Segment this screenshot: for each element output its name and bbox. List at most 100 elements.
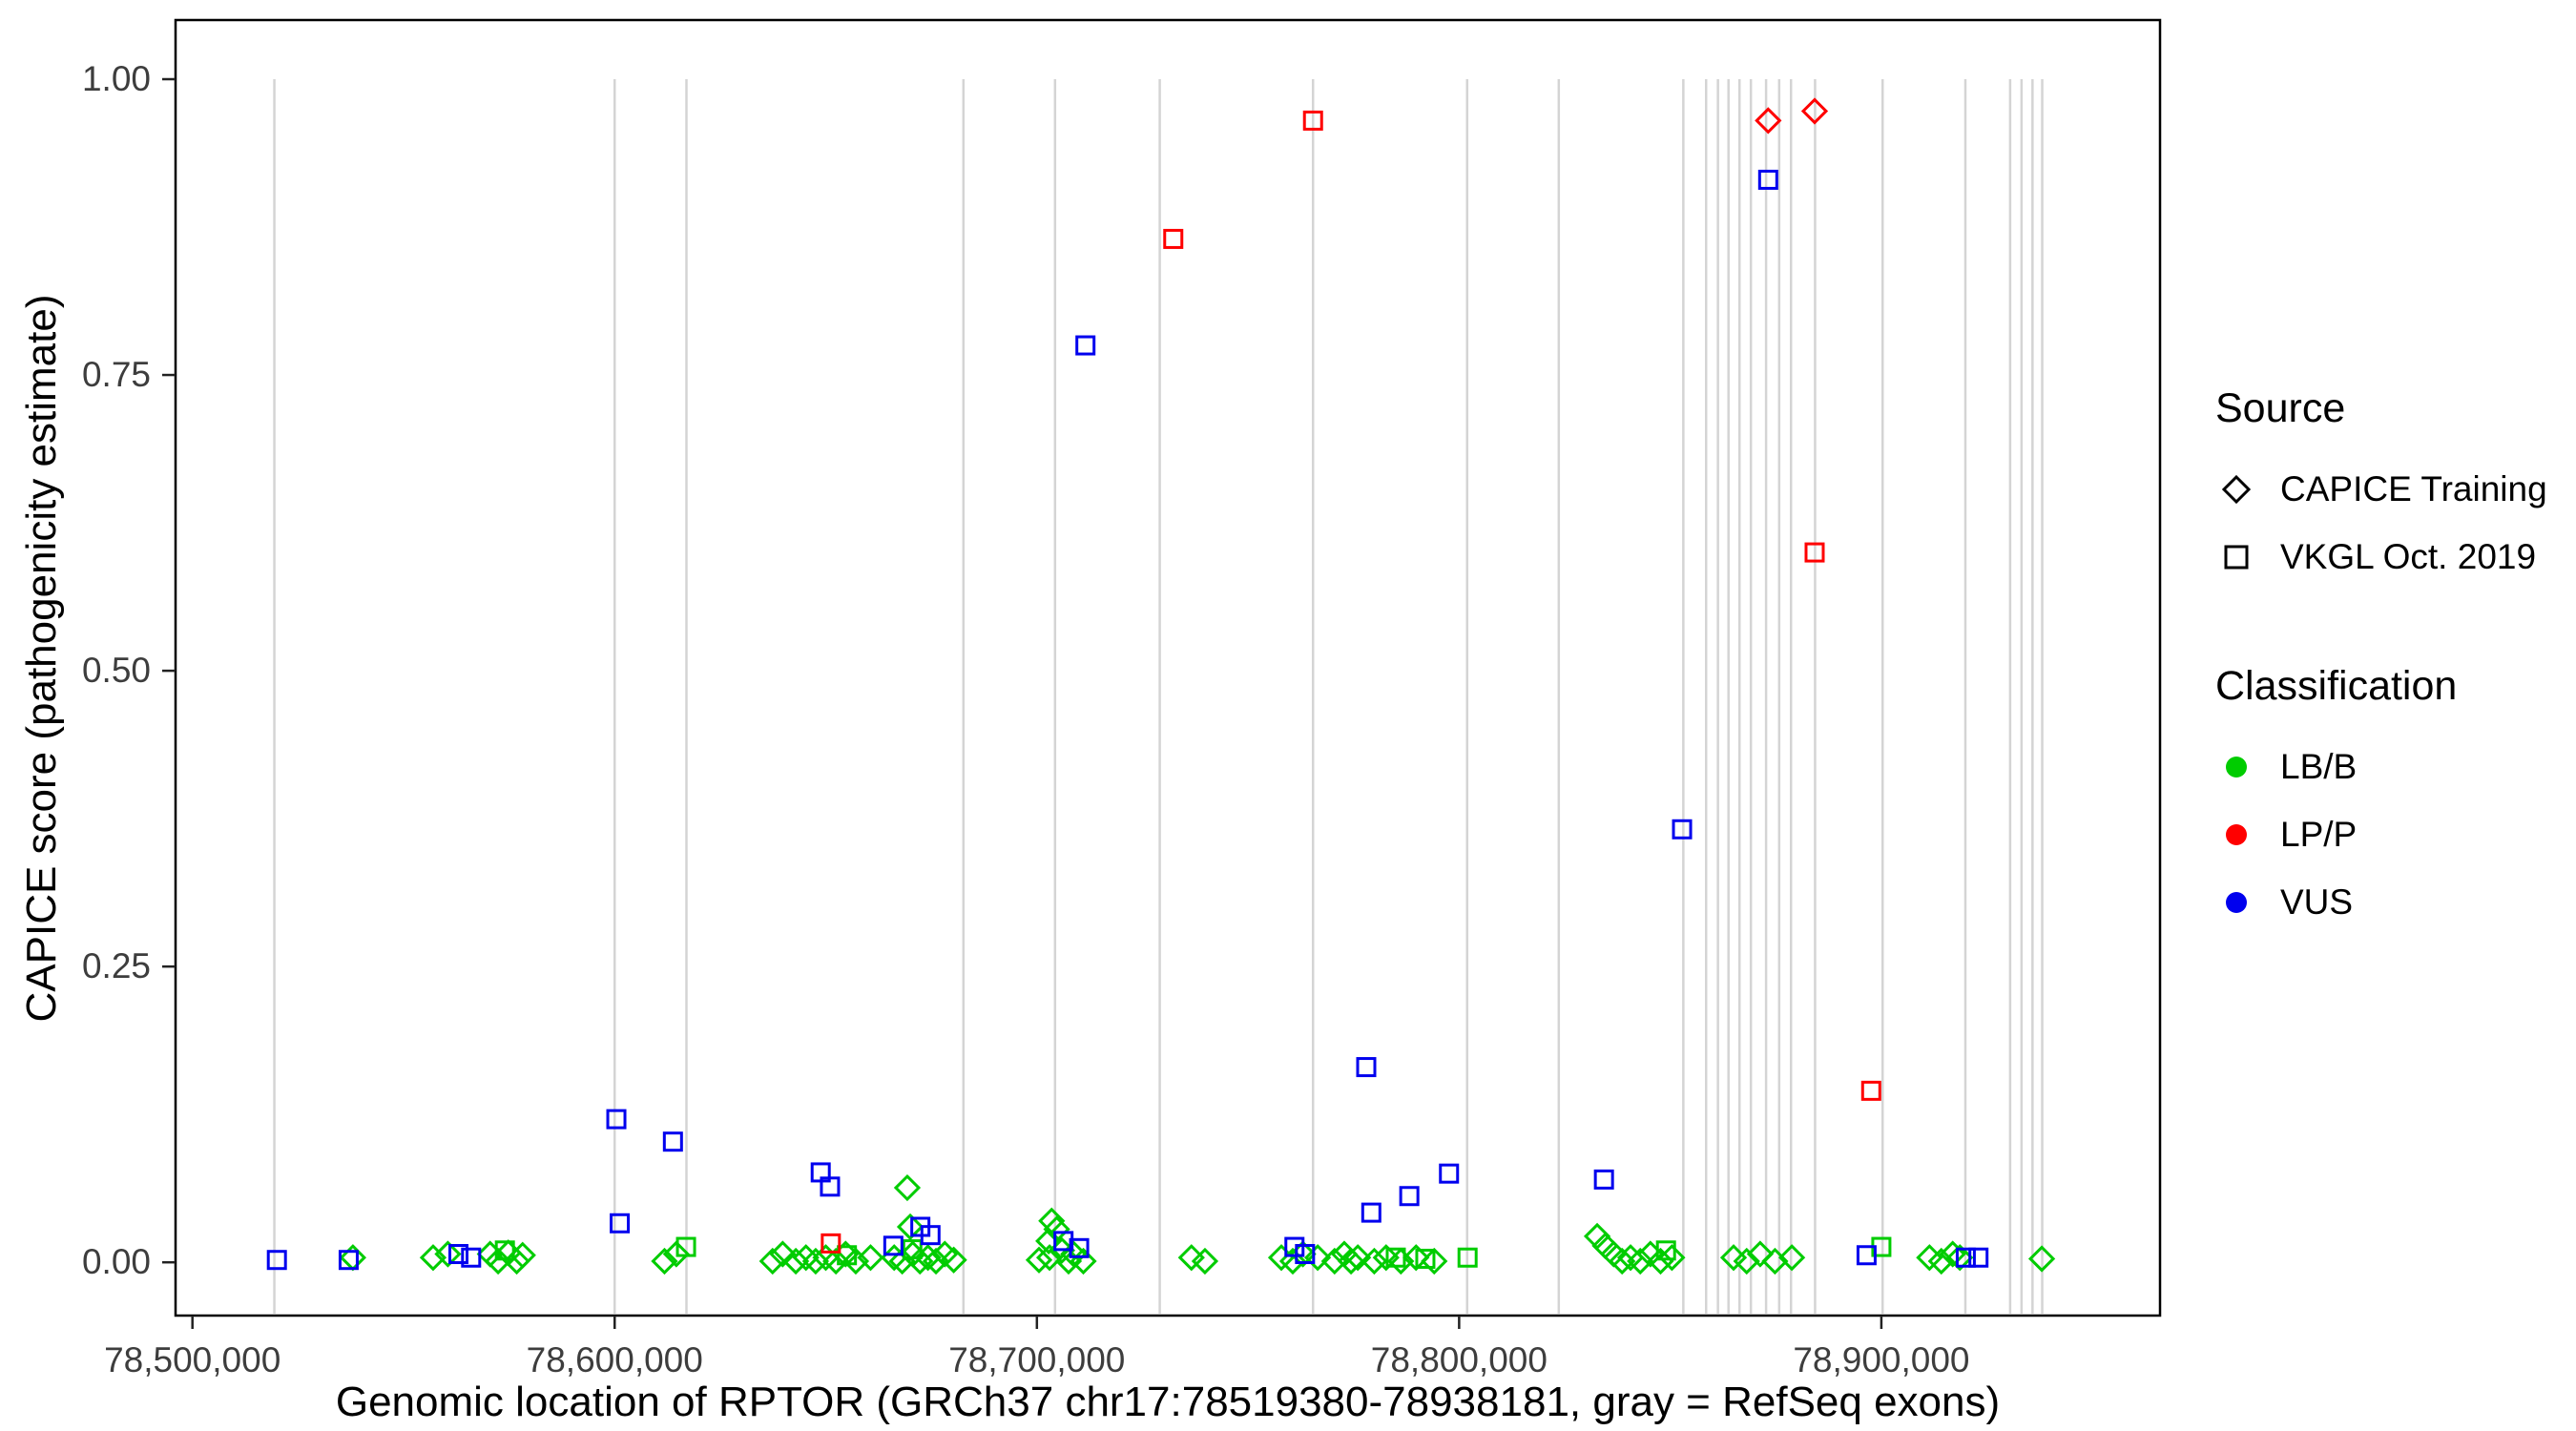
data-point-diamond: [769, 1240, 797, 1268]
data-point-square: [1860, 1080, 1881, 1101]
data-point-square: [266, 1250, 287, 1271]
data-point-square: [606, 1109, 627, 1130]
y-tick-label: 0.75: [81, 355, 151, 395]
data-point-diamond: [857, 1244, 884, 1272]
data-point-diamond: [1755, 107, 1782, 135]
data-point-square: [820, 1176, 841, 1197]
data-point-square: [610, 1213, 631, 1234]
data-point-diamond: [1025, 1246, 1053, 1274]
y-tick-label: 0.00: [81, 1242, 151, 1282]
data-point-square: [837, 1245, 858, 1266]
data-point-diamond: [1733, 1247, 1760, 1275]
data-point-diamond: [893, 1173, 922, 1202]
data-point-diamond: [1800, 97, 1829, 125]
data-point-diamond: [1035, 1244, 1064, 1272]
data-point-square: [461, 1247, 482, 1268]
data-point-square: [662, 1131, 683, 1152]
data-point-square: [821, 1233, 841, 1254]
legend-item-lpp: LP/P: [2215, 800, 2547, 868]
data-point-diamond: [1344, 1244, 1372, 1272]
x-tick-label: 78,600,000: [526, 1340, 703, 1379]
data-point-square: [1163, 228, 1184, 249]
data-point-diamond: [1746, 1240, 1775, 1268]
panel-border: [174, 18, 2162, 1317]
legend-classification-title: Classification: [2215, 663, 2458, 709]
data-point-diamond: [758, 1247, 786, 1275]
data-point-diamond: [1191, 1247, 1219, 1275]
data-point-square: [902, 1239, 923, 1260]
data-point-square: [1457, 1247, 1478, 1268]
data-point-diamond: [651, 1247, 678, 1275]
data-point-square: [1356, 1057, 1377, 1078]
data-point-square: [1302, 110, 1323, 131]
green-dot-icon: [2226, 756, 2247, 778]
data-point-diamond: [940, 1246, 967, 1274]
data-point-square: [1284, 1236, 1305, 1257]
x-axis-label: Genomic location of RPTOR (GRCh37 chr17:…: [335, 1379, 2001, 1425]
x-tick-label: 78,700,000: [948, 1340, 1126, 1379]
diamond-marker-icon: [2221, 474, 2252, 504]
data-point-diamond: [822, 1247, 850, 1275]
data-point-square: [675, 1236, 696, 1257]
legend-item-label: VUS: [2280, 881, 2354, 922]
legend: Source CAPICE Training VKGL Oct. 2019 Cl…: [2215, 385, 2547, 936]
data-point-diamond: [434, 1240, 462, 1268]
data-point-diamond: [2027, 1245, 2056, 1273]
x-tick-label: 78,800,000: [1370, 1340, 1548, 1379]
data-point-square: [1053, 1231, 1074, 1252]
data-point-diamond: [1035, 1227, 1063, 1255]
data-point-diamond: [1038, 1207, 1066, 1234]
legend-item-vus: VUS: [2215, 868, 2547, 936]
data-point-square: [1757, 169, 1778, 190]
y-tick-label: 0.50: [81, 651, 151, 691]
legend-item-vkgl: VKGL Oct. 2019: [2215, 523, 2547, 591]
data-point-diamond: [662, 1240, 690, 1268]
data-point-diamond: [1278, 1247, 1307, 1275]
data-point-diamond: [1303, 1244, 1332, 1272]
data-point-square: [1295, 1244, 1316, 1265]
data-point-diamond: [419, 1244, 447, 1272]
data-point-square: [1856, 1245, 1877, 1266]
data-point-diamond: [1421, 1247, 1448, 1275]
data-point-diamond: [1658, 1244, 1686, 1272]
data-point-square: [1385, 1247, 1406, 1268]
y-tick-label: 0.25: [81, 946, 151, 986]
data-point-square: [1955, 1247, 1976, 1268]
data-point-square: [1593, 1169, 1614, 1190]
data-point-diamond: [781, 1247, 810, 1275]
legend-source-title: Source: [2215, 385, 2346, 431]
data-point-diamond: [484, 1247, 512, 1275]
data-point-diamond: [1647, 1247, 1674, 1275]
y-axis-label: CAPICE score (pathogenicity estimate): [18, 294, 65, 1023]
data-point-diamond: [1946, 1244, 1974, 1272]
data-point-diamond: [1627, 1247, 1654, 1275]
data-point-diamond: [841, 1247, 870, 1275]
data-point-diamond: [339, 1244, 366, 1272]
data-point-diamond: [1387, 1247, 1415, 1275]
data-point-square: [1069, 1237, 1090, 1258]
red-dot-icon: [2226, 823, 2247, 845]
data-point-diamond: [896, 1213, 924, 1241]
data-point-square: [1655, 1240, 1676, 1261]
data-point-square: [1415, 1248, 1436, 1269]
data-point-diamond: [509, 1241, 536, 1269]
data-point-diamond: [801, 1247, 830, 1275]
data-point-diamond: [1402, 1244, 1430, 1272]
data-point-diamond: [1609, 1247, 1636, 1275]
data-point-square: [1399, 1186, 1420, 1207]
x-tick-label: 78,900,000: [1793, 1340, 1970, 1379]
data-point-diamond: [1916, 1244, 1943, 1272]
square-marker-icon: [2224, 545, 2249, 569]
legend-item-label: CAPICE Training: [2280, 468, 2547, 508]
data-point-diamond: [1043, 1215, 1070, 1243]
data-point-square: [1075, 335, 1096, 356]
data-point-diamond: [1361, 1247, 1388, 1275]
data-point-square: [1439, 1163, 1460, 1184]
data-point-diamond: [503, 1247, 530, 1275]
data-point-square: [338, 1250, 359, 1271]
data-point-square: [448, 1244, 469, 1265]
y-tick-label: 1.00: [81, 59, 151, 98]
data-point-square: [883, 1235, 904, 1256]
data-point-square: [494, 1240, 515, 1261]
